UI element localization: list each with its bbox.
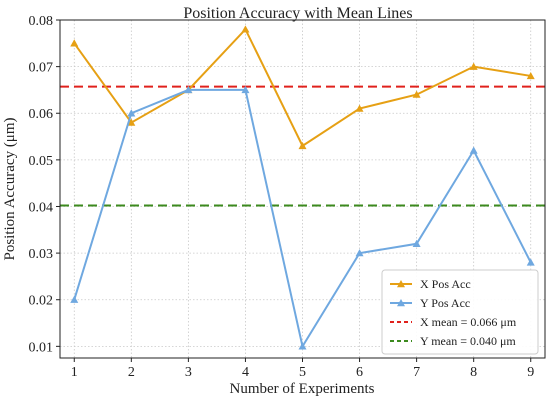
x-tick-label: 2: [128, 365, 135, 380]
data-point: [298, 141, 307, 150]
x-tick-label: 1: [71, 365, 78, 380]
x-tick-label: 8: [470, 365, 477, 380]
data-point: [70, 39, 79, 47]
y-tick-label: 0.02: [29, 294, 54, 309]
x-tick-label: 7: [413, 365, 420, 380]
y-tick-label: 0.03: [29, 247, 54, 262]
data-point: [127, 118, 136, 126]
legend: X Pos Acc Y Pos Acc X mean = 0.066 μm Y mea…: [381, 269, 539, 355]
data-point: [355, 249, 364, 257]
y-axis-label: Position Accuracy (μm): [2, 117, 18, 260]
x-tick-label: 4: [242, 365, 249, 380]
data-point: [355, 104, 364, 112]
data-point: [298, 342, 307, 350]
y-tick-label: 0.04: [29, 200, 54, 215]
data-point: [241, 85, 250, 94]
data-point: [184, 85, 193, 94]
x-tick-label: 5: [299, 365, 306, 380]
data-point: [526, 71, 535, 80]
y-tick-label: 0.05: [29, 154, 54, 169]
data-point: [412, 90, 421, 98]
x-tick-label: 3: [185, 365, 192, 380]
mean-lines: [60, 85, 545, 207]
data-point: [127, 109, 136, 117]
legend-marker: [397, 299, 405, 307]
data-point: [469, 62, 478, 70]
legend-label: Y Pos Acc: [420, 296, 470, 310]
y-tick-label: 0.06: [29, 107, 54, 122]
x-tick-label: 9: [527, 365, 534, 380]
legend-label: X mean = 0.066 μm: [420, 315, 517, 329]
legend-box: [381, 269, 539, 355]
data-point: [526, 258, 535, 266]
y-tick-label: 0.07: [29, 61, 54, 76]
x-axis-label: Number of Experiments: [230, 381, 375, 397]
y-tick-label: 0.01: [29, 340, 54, 355]
x-axis-ticks: 1 2 3 4 5 6 7 8 9: [71, 358, 534, 380]
legend-marker: [397, 280, 405, 288]
legend-label: Y mean = 0.040 μm: [420, 334, 516, 348]
legend-label: X Pos Acc: [420, 277, 471, 291]
y-axis-ticks: 0.01 0.02 0.03 0.04 0.05 0.06 0.07 0.08: [29, 14, 60, 355]
data-point: [70, 295, 79, 303]
data-point: [241, 25, 250, 33]
series-lines: [70, 25, 535, 350]
y-tick-label: 0.08: [29, 14, 54, 29]
chart-title: Position Accuracy with Mean Lines: [183, 5, 412, 22]
data-point: [412, 239, 421, 247]
x-tick-label: 6: [356, 365, 363, 380]
data-point: [469, 146, 478, 154]
